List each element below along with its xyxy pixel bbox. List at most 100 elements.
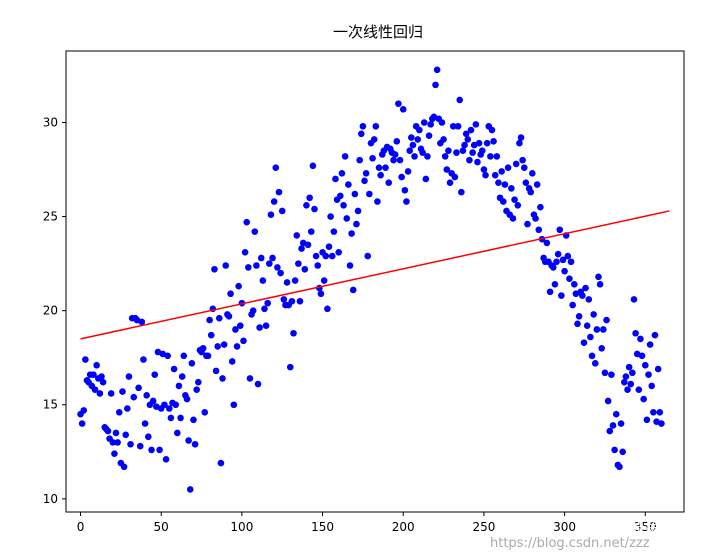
data-point: [162, 456, 170, 463]
y-tick-label: 20: [43, 304, 58, 318]
data-point: [351, 190, 359, 198]
data-point: [340, 201, 347, 209]
data-point: [130, 393, 138, 401]
data-point: [304, 241, 312, 249]
data-point: [343, 215, 351, 222]
data-point: [488, 126, 496, 134]
data-point: [395, 100, 402, 107]
data-point: [527, 188, 535, 196]
data-point: [490, 138, 497, 145]
data-point: [622, 373, 630, 380]
chart-title: 一次线性回归: [333, 23, 423, 41]
data-point: [337, 192, 344, 200]
data-point: [314, 262, 322, 269]
data-point: [374, 198, 381, 205]
data-point: [459, 147, 467, 155]
data-point: [345, 181, 352, 188]
x-tick-label: 0: [77, 520, 85, 534]
data-point: [512, 160, 520, 168]
data-point: [356, 156, 363, 164]
data-point: [251, 228, 259, 235]
data-point: [217, 459, 225, 467]
data-point: [266, 260, 273, 267]
data-point: [156, 446, 163, 454]
data-point: [598, 344, 606, 352]
data-point: [233, 343, 241, 350]
data-point: [604, 397, 612, 405]
data-point: [638, 352, 646, 360]
data-point: [493, 153, 501, 160]
data-point: [474, 158, 481, 166]
data-point: [290, 329, 297, 337]
data-point: [140, 356, 147, 363]
data-point: [406, 147, 413, 155]
data-point: [483, 139, 491, 147]
data-point: [114, 439, 121, 446]
data-point: [456, 96, 464, 104]
data-point: [122, 431, 130, 439]
data-point: [307, 228, 315, 235]
data-point: [556, 226, 564, 234]
data-point: [416, 126, 423, 134]
data-point: [453, 149, 460, 156]
data-point: [190, 416, 197, 424]
data-point: [524, 220, 531, 228]
data-point: [204, 352, 212, 360]
data-point: [180, 352, 188, 360]
data-point: [283, 279, 291, 286]
data-point: [404, 168, 412, 175]
data-point: [212, 367, 220, 375]
data-point: [230, 401, 238, 409]
watermark-brand: @稀土掘金技术社区: [580, 521, 697, 537]
data-point: [546, 288, 554, 296]
data-point: [583, 322, 591, 330]
data-point: [504, 164, 512, 171]
data-point: [466, 156, 473, 164]
data-point: [445, 147, 452, 155]
data-point: [270, 198, 278, 205]
data-point: [637, 335, 644, 343]
data-point: [390, 156, 397, 164]
data-point: [349, 286, 357, 294]
data-point: [127, 440, 134, 448]
data-point: [93, 361, 100, 369]
data-point: [359, 122, 367, 130]
data-point: [522, 179, 530, 187]
data-point: [537, 203, 544, 211]
data-point: [491, 171, 499, 179]
data-point: [501, 181, 509, 188]
y-tick-label: 25: [43, 210, 58, 224]
data-point: [296, 297, 304, 305]
data-point: [617, 420, 625, 427]
data-point: [611, 446, 618, 454]
data-point: [348, 230, 355, 237]
data-point: [274, 264, 281, 271]
data-point: [420, 119, 428, 126]
data-point: [498, 168, 505, 175]
data-point: [467, 126, 475, 134]
data-point: [529, 170, 536, 177]
data-point: [579, 292, 586, 299]
data-point: [161, 401, 168, 409]
data-point: [603, 316, 610, 324]
data-point: [479, 147, 486, 155]
data-point: [188, 360, 196, 367]
data-point: [164, 352, 171, 360]
data-point: [332, 175, 339, 183]
x-tick-label: 200: [392, 520, 415, 534]
data-point: [543, 239, 551, 247]
data-point: [262, 322, 270, 330]
data-point: [185, 437, 192, 444]
data-point: [495, 179, 502, 187]
data-point: [259, 277, 267, 284]
data-point: [454, 122, 462, 130]
data-point: [550, 264, 557, 271]
x-tick-label: 250: [472, 520, 495, 534]
data-point: [330, 228, 338, 235]
data-point: [245, 264, 252, 271]
data-point: [183, 395, 191, 403]
data-point: [99, 378, 107, 386]
data-point: [458, 188, 465, 196]
data-point: [278, 207, 286, 215]
